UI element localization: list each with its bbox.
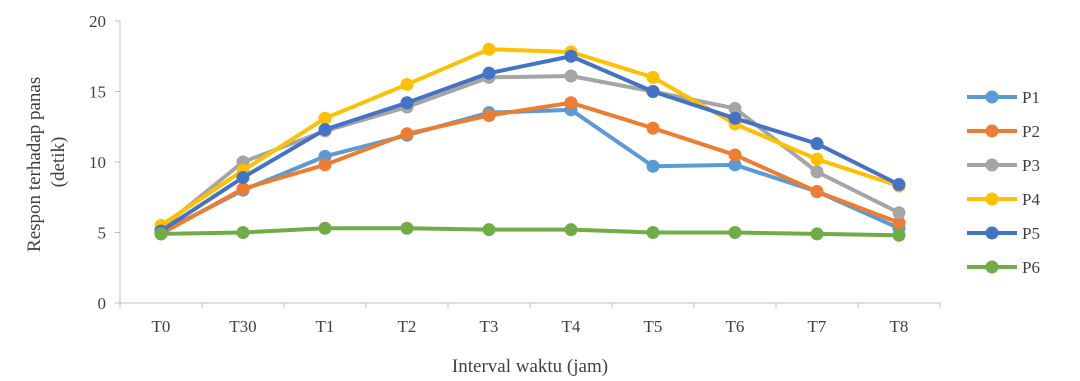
data-point-p5: [810, 137, 824, 151]
data-point-p6: [646, 226, 660, 239]
x-tick-labels: T0 T30 T1 T2 T3 T4 T5 T6 T7 T8: [119, 303, 941, 336]
y-axis-title-line-2: (detik): [48, 137, 69, 188]
data-point-p2: [810, 185, 824, 199]
x-tick-label: T2: [398, 317, 417, 336]
data-point-p6: [318, 221, 332, 235]
legend-marker-p4: [985, 192, 999, 206]
data-point-p2: [646, 121, 660, 135]
data-point-p5: [236, 171, 250, 185]
y-tick-label: 0: [98, 294, 107, 313]
legend-label-p2: P2: [1022, 122, 1040, 141]
data-point-p2: [318, 158, 332, 172]
data-point-p6: [564, 223, 578, 237]
legend: P1 P2 P3 P4 P5 P6: [967, 88, 1040, 277]
series-p2: [154, 96, 906, 241]
data-point-p3: [564, 69, 578, 83]
data-point-p6: [236, 226, 250, 239]
legend-item-p5: P5: [967, 224, 1040, 243]
legend-marker-p1: [985, 90, 999, 104]
y-tick-label: 5: [98, 224, 107, 243]
series-line-p5: [159, 54, 901, 234]
data-point-p6: [400, 221, 414, 235]
data-point-p2: [236, 182, 250, 196]
legend-marker-p3: [985, 158, 999, 172]
x-tick-label: T30: [229, 317, 256, 336]
data-point-p5: [482, 66, 496, 80]
x-tick-label: T6: [726, 317, 745, 336]
data-point-p3: [810, 165, 824, 179]
data-point-p1: [728, 158, 742, 172]
legend-item-p3: P3: [967, 156, 1040, 175]
data-point-p6: [482, 223, 496, 237]
series-p4: [154, 42, 906, 232]
series-line-p6: [159, 226, 901, 238]
x-tick-label: T3: [480, 317, 499, 336]
data-point-p5: [728, 111, 742, 125]
y-tick-labels: 0 5 10 15 20: [89, 12, 120, 313]
data-point-p2: [482, 108, 496, 122]
y-tick-label: 10: [89, 153, 106, 172]
data-point-p6: [728, 226, 742, 239]
x-tick-label: T5: [644, 317, 663, 336]
data-point-p6: [810, 227, 824, 241]
data-point-p3: [728, 101, 742, 115]
legend-marker-p5: [985, 226, 999, 240]
data-point-p2: [564, 96, 578, 110]
data-point-p4: [400, 77, 414, 91]
legend-label-p6: P6: [1022, 258, 1040, 277]
legend-item-p1: P1: [967, 88, 1040, 107]
data-point-p2: [400, 127, 414, 141]
x-tick-label: T4: [562, 317, 581, 336]
x-tick-label: T7: [808, 317, 827, 336]
legend-item-p6: P6: [967, 258, 1040, 277]
series-line-p2: [159, 100, 901, 236]
data-point-p4: [646, 70, 660, 84]
data-point-p5: [564, 49, 578, 63]
data-point-p5: [318, 123, 332, 137]
x-tick-label: T8: [890, 317, 909, 336]
y-tick-label: 20: [89, 12, 106, 31]
data-point-p6: [154, 227, 168, 241]
y-tick-label: 15: [89, 83, 106, 102]
series-group: [154, 42, 906, 242]
legend-label-p1: P1: [1022, 88, 1040, 107]
legend-marker-p6: [985, 260, 999, 274]
legend-label-p3: P3: [1022, 156, 1040, 175]
x-tick-label: T1: [316, 317, 335, 336]
y-axis-title-line-1: Respon terhadap panas: [24, 77, 45, 252]
data-point-p4: [482, 42, 496, 56]
data-point-p1: [646, 159, 660, 173]
y-axis-title: Respon terhadap panas (detik): [24, 72, 69, 252]
plot-area: 0 5 10 15 20 T0 T30 T1 T2 T3 T4 T5 T6 T7 T8: [89, 12, 941, 336]
series-p6: [154, 221, 906, 242]
series-p3: [154, 69, 906, 235]
data-point-p5: [892, 178, 906, 192]
series-line-p4: [159, 47, 901, 228]
data-point-p5: [646, 85, 660, 98]
data-point-p5: [400, 96, 414, 110]
data-point-p2: [892, 216, 906, 230]
x-axis-title: Interval waktu (jam): [452, 356, 608, 377]
legend-item-p4: P4: [967, 190, 1040, 209]
data-point-p3: [892, 206, 906, 220]
series-p5: [154, 49, 906, 238]
data-point-p4: [810, 152, 824, 166]
series-p1: [154, 103, 906, 239]
data-point-p4: [318, 111, 332, 125]
data-point-p6: [892, 228, 906, 242]
legend-label-p4: P4: [1022, 190, 1040, 209]
series-line-p1: [159, 107, 901, 235]
legend-marker-p2: [985, 124, 999, 138]
data-point-p2: [728, 148, 742, 162]
legend-item-p2: P2: [967, 122, 1040, 141]
legend-label-p5: P5: [1022, 224, 1040, 243]
x-tick-label: T0: [152, 317, 171, 336]
